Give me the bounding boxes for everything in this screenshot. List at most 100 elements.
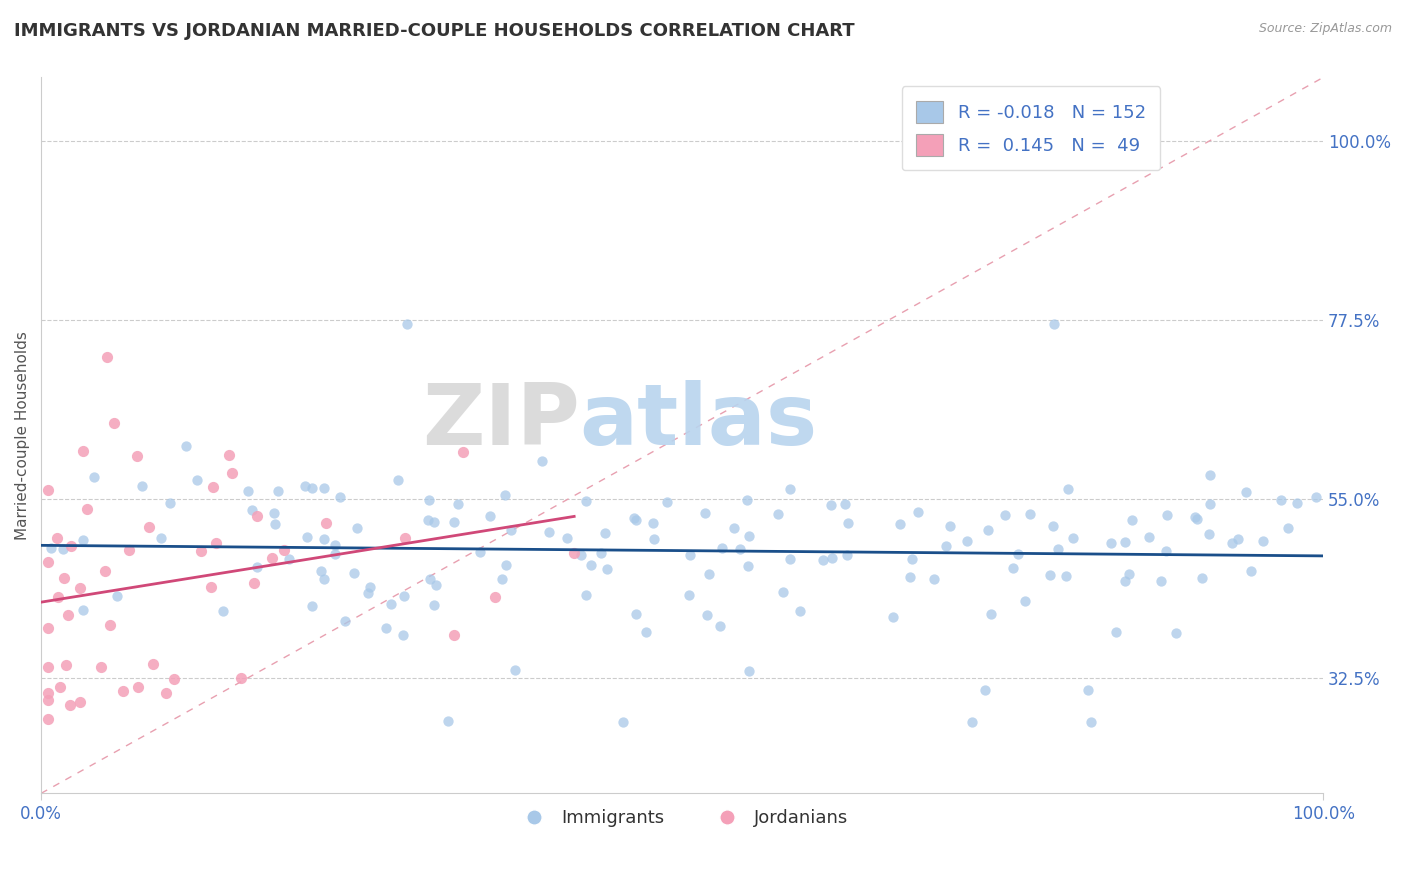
- Point: [246, 508, 269, 523]
- Point: [392, 628, 415, 642]
- Point: [495, 558, 517, 572]
- Point: [278, 551, 301, 566]
- Point: [593, 525, 616, 540]
- Point: [695, 506, 717, 520]
- Point: [387, 474, 409, 488]
- Point: [186, 474, 208, 488]
- Point: [1226, 533, 1249, 547]
- Point: [612, 714, 634, 729]
- Point: [58, 698, 80, 713]
- Point: [295, 530, 318, 544]
- Point: [396, 317, 419, 331]
- Point: [779, 482, 801, 496]
- Point: [1150, 574, 1173, 589]
- Point: [723, 521, 745, 535]
- Point: [55, 658, 77, 673]
- Point: [94, 564, 117, 578]
- Point: [1054, 568, 1077, 582]
- Point: [641, 516, 664, 531]
- Point: [425, 578, 447, 592]
- Point: [679, 548, 702, 562]
- Point: [1187, 512, 1209, 526]
- Point: [538, 525, 561, 540]
- Point: [562, 546, 585, 560]
- Point: [494, 488, 516, 502]
- Point: [374, 621, 396, 635]
- Point: [1286, 496, 1309, 510]
- Point: [623, 511, 645, 525]
- Point: [218, 448, 240, 462]
- Point: [1042, 519, 1064, 533]
- Point: [443, 628, 465, 642]
- Point: [312, 481, 335, 495]
- Point: [980, 607, 1002, 622]
- Point: [69, 581, 91, 595]
- Point: [60, 539, 83, 553]
- Point: [127, 680, 149, 694]
- Point: [1039, 568, 1062, 582]
- Point: [994, 508, 1017, 523]
- Point: [163, 672, 186, 686]
- Point: [329, 490, 352, 504]
- Point: [392, 589, 415, 603]
- Point: [423, 598, 446, 612]
- Point: [37, 712, 59, 726]
- Point: [238, 483, 260, 498]
- Point: [112, 683, 135, 698]
- Point: [1062, 532, 1084, 546]
- Point: [69, 695, 91, 709]
- Point: [325, 538, 347, 552]
- Point: [149, 531, 172, 545]
- Point: [273, 542, 295, 557]
- Point: [243, 575, 266, 590]
- Point: [696, 607, 718, 622]
- Point: [155, 686, 177, 700]
- Point: [1184, 509, 1206, 524]
- Point: [1253, 534, 1275, 549]
- Point: [575, 494, 598, 508]
- Point: [37, 621, 59, 635]
- Point: [267, 483, 290, 498]
- Point: [451, 445, 474, 459]
- Point: [211, 604, 233, 618]
- Point: [1076, 683, 1098, 698]
- Point: [678, 588, 700, 602]
- Point: [1198, 467, 1220, 482]
- Point: [974, 683, 997, 698]
- Point: [1101, 535, 1123, 549]
- Point: [939, 519, 962, 533]
- Point: [837, 548, 859, 562]
- Text: ZIP: ZIP: [422, 380, 579, 463]
- Point: [634, 624, 657, 639]
- Point: [960, 715, 983, 730]
- Point: [643, 532, 665, 546]
- Point: [359, 580, 381, 594]
- Point: [229, 671, 252, 685]
- Point: [380, 597, 402, 611]
- Point: [772, 585, 794, 599]
- Point: [1234, 484, 1257, 499]
- Point: [83, 470, 105, 484]
- Point: [779, 552, 801, 566]
- Point: [204, 536, 226, 550]
- Point: [956, 533, 979, 548]
- Point: [1002, 561, 1025, 575]
- Point: [821, 551, 844, 566]
- Point: [1277, 521, 1299, 535]
- Point: [737, 559, 759, 574]
- Point: [333, 614, 356, 628]
- Point: [201, 479, 224, 493]
- Point: [221, 467, 243, 481]
- Point: [468, 545, 491, 559]
- Point: [555, 531, 578, 545]
- Point: [301, 481, 323, 495]
- Point: [1042, 318, 1064, 332]
- Point: [735, 493, 758, 508]
- Point: [1222, 536, 1244, 550]
- Point: [499, 524, 522, 538]
- Point: [200, 580, 222, 594]
- Point: [159, 496, 181, 510]
- Point: [118, 542, 141, 557]
- Point: [418, 493, 440, 508]
- Point: [889, 517, 911, 532]
